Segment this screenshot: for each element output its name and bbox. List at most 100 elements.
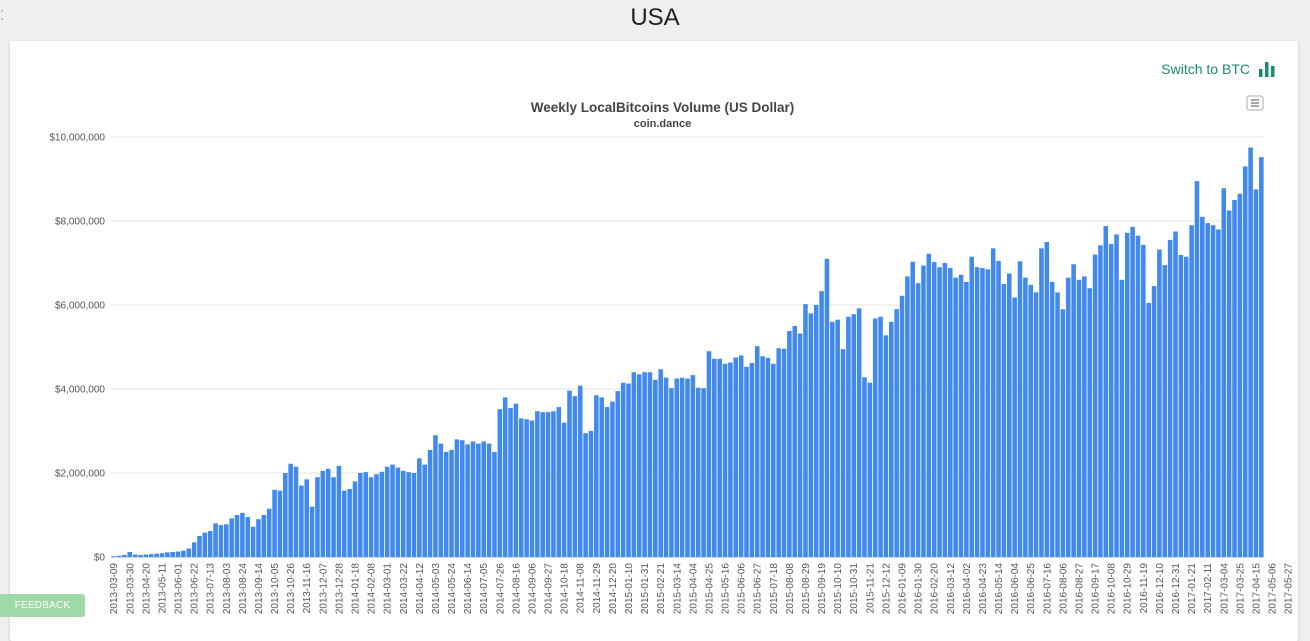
x-tick-label: 2014-09-27: [544, 563, 555, 615]
bar: [347, 488, 352, 557]
bar: [170, 551, 175, 557]
bar: [776, 348, 781, 557]
x-tick-label: 2016-10-08: [1107, 563, 1118, 615]
bar: [1151, 286, 1157, 557]
feedback-button[interactable]: FEEDBACK: [0, 594, 85, 617]
bar: [1108, 244, 1114, 557]
bar: [256, 519, 261, 557]
bar: [889, 321, 894, 557]
bar: [181, 550, 186, 557]
bar: [272, 489, 277, 557]
bar: [1049, 281, 1055, 557]
bar: [352, 481, 358, 557]
x-tick-label: 2013-06-22: [190, 563, 201, 615]
bar: [669, 388, 674, 557]
x-tick-label: 2013-11-16: [302, 563, 313, 614]
bar: [438, 443, 444, 557]
x-tick-label: 2016-03-12: [946, 563, 957, 615]
x-tick-label: 2015-05-16: [721, 563, 732, 615]
x-tick-label: 2015-10-10: [833, 563, 844, 615]
bar: [175, 551, 181, 557]
x-tick-label: 2015-01-10: [624, 563, 635, 615]
menu-icon[interactable]: [1246, 95, 1264, 111]
bar: [1119, 279, 1125, 557]
bar: [1205, 223, 1210, 557]
bar: [610, 401, 615, 557]
bar: [808, 313, 814, 557]
switch-currency-button[interactable]: Switch to BTC: [1161, 61, 1276, 77]
bar: [990, 248, 996, 558]
bar: [1065, 277, 1071, 557]
x-tick-label: 2015-06-27: [753, 563, 764, 615]
x-tick-label: 2016-07-16: [1042, 563, 1053, 615]
bar: [830, 321, 835, 557]
bar: [470, 441, 476, 557]
bar: [604, 407, 610, 557]
x-tick-label: 2013-08-24: [238, 563, 249, 615]
x-tick-label: 2017-01-21: [1187, 563, 1198, 615]
bar: [577, 385, 583, 557]
x-tick-label: 2013-03-09: [109, 563, 120, 615]
x-tick-label: 2016-11-19: [1139, 563, 1150, 614]
bar: [342, 490, 347, 557]
bar: [454, 439, 460, 557]
x-tick-label: 2014-12-20: [608, 563, 619, 615]
x-tick-label: 2017-05-06: [1268, 563, 1279, 615]
x-tick-label: 2017-05-27: [1284, 563, 1295, 615]
bar: [787, 331, 792, 557]
bar: [840, 349, 846, 557]
x-tick-label: 2015-09-19: [817, 563, 828, 615]
x-tick-label: 2017-03-25: [1235, 563, 1246, 615]
bar: [443, 452, 449, 557]
bar: [358, 473, 363, 557]
x-tick-label: 2014-11-08: [576, 563, 587, 614]
chart-subtitle: coin.dance: [634, 118, 691, 130]
bar: [459, 440, 465, 557]
switch-currency-label: Switch to BTC: [1161, 61, 1250, 77]
bar: [427, 449, 433, 557]
bar: [856, 308, 862, 557]
bar: [116, 555, 122, 557]
x-tick-label: 2016-08-06: [1058, 563, 1069, 615]
bar: [1221, 188, 1227, 558]
x-tick-label: 2016-05-14: [994, 563, 1005, 615]
bar: [647, 372, 653, 557]
x-tick-label: 2014-07-05: [479, 563, 490, 615]
x-tick-label: 2014-06-14: [463, 563, 474, 615]
bar: [406, 472, 411, 557]
x-tick-label: 2015-04-04: [688, 563, 699, 615]
y-tick-label: $2,000,000: [55, 469, 105, 480]
bar: [202, 532, 208, 557]
bar: [1162, 265, 1168, 557]
bar: [417, 458, 422, 557]
bar: [663, 377, 669, 557]
bar: [400, 470, 406, 557]
bar: [695, 387, 701, 557]
x-tick-label: 2015-06-06: [737, 563, 748, 615]
bar: [1076, 279, 1082, 557]
bar: [690, 375, 696, 557]
bar: [883, 335, 889, 557]
bar: [674, 378, 680, 557]
bar: [974, 267, 980, 557]
bar: [1200, 216, 1205, 558]
bar: [803, 304, 808, 557]
bar: [744, 366, 749, 557]
bar: [712, 358, 717, 557]
x-tick-label: 2015-03-14: [672, 563, 683, 615]
bar: [234, 515, 240, 557]
bar: [626, 383, 631, 557]
bar: [996, 260, 1001, 557]
bar: [535, 411, 540, 557]
bar: [207, 530, 213, 557]
bar: [127, 551, 133, 557]
bar: [159, 553, 165, 557]
x-tick-label: 2017-03-04: [1219, 563, 1230, 615]
bar: [1135, 235, 1141, 557]
bar: [899, 295, 905, 557]
bar: [132, 554, 138, 557]
bar: [1071, 264, 1076, 557]
x-tick-label: 2014-10-18: [560, 563, 571, 615]
chart-card: Switch to BTC Weekly LocalBitcoins Volum…: [10, 41, 1298, 641]
bar: [1141, 244, 1146, 557]
